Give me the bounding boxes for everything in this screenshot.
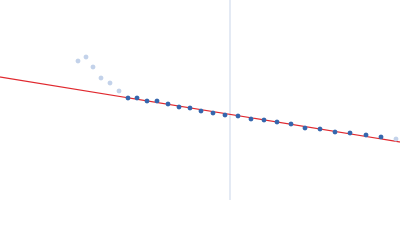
- data-point: [393, 136, 399, 142]
- data-point: [347, 130, 353, 136]
- data-point: [261, 117, 267, 123]
- chart: [0, 0, 400, 200]
- data-point: [107, 80, 113, 86]
- data-point: [274, 119, 280, 125]
- data-point: [134, 95, 140, 101]
- data-point: [125, 95, 131, 101]
- data-point: [363, 132, 369, 138]
- data-point: [154, 98, 160, 104]
- data-point: [116, 88, 122, 94]
- page: (() => { const data = JSON.parse(documen…: [0, 0, 400, 200]
- data-point: [317, 126, 323, 132]
- data-point: [222, 112, 228, 118]
- data-point: [165, 101, 171, 107]
- data-point: [235, 113, 241, 119]
- data-point: [90, 64, 96, 70]
- data-point: [83, 54, 89, 60]
- data-point: [176, 104, 182, 110]
- data-point: [302, 125, 308, 131]
- data-point: [198, 108, 204, 114]
- data-point: [288, 121, 294, 127]
- data-point: [378, 134, 384, 140]
- data-point: [98, 75, 104, 81]
- data-point: [210, 110, 216, 116]
- data-point: [248, 116, 254, 122]
- data-point: [187, 105, 193, 111]
- data-point: [144, 98, 150, 104]
- data-point: [332, 129, 338, 135]
- data-point: [75, 58, 81, 64]
